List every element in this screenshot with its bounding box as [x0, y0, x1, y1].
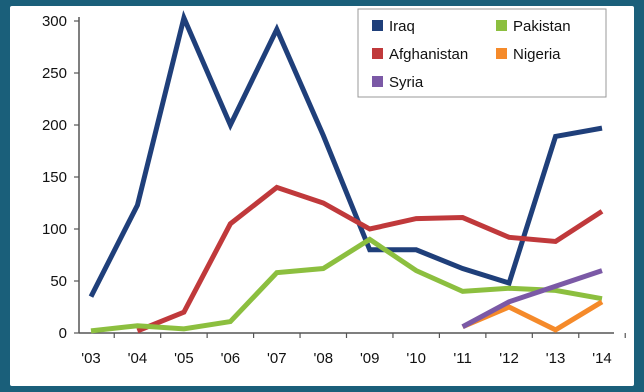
x-tick-label: '07: [267, 350, 287, 367]
x-tick-label: '03: [81, 350, 101, 367]
x-tick-label: '05: [174, 350, 194, 367]
legend: Iraq Afghanistan Pakistan Nigeria Syria: [357, 8, 607, 98]
legend-label-syria: Syria: [389, 74, 424, 91]
x-tick-label: '10: [406, 350, 426, 367]
series-line-pakistan: [90, 236, 603, 334]
y-tick-label: 300: [42, 13, 67, 30]
legend-label-iraq: Iraq: [389, 18, 415, 35]
x-tick-label: '13: [546, 350, 566, 367]
y-tick-label: 200: [42, 117, 67, 134]
x-tick-label: '04: [128, 350, 148, 367]
x-tick-label: '12: [499, 350, 519, 367]
chart-card: 0 50 100 150 200 250 300 '03 '04 '05 '06 '07 '08 '09 '…: [10, 6, 634, 386]
legend-swatch-iraq: [372, 20, 383, 31]
legend-swatch-nigeria: [496, 48, 507, 59]
y-tick-label: 250: [42, 65, 67, 82]
y-tick-label: 0: [59, 325, 67, 342]
legend-label-nigeria: Nigeria: [513, 46, 561, 63]
legend-swatch-afghanistan: [372, 48, 383, 59]
x-tick-label: '11: [453, 350, 471, 367]
legend-label-pakistan: Pakistan: [513, 18, 571, 35]
axes: 0 50 100 150 200 250 300 '03 '04 '05 '06 '07 '08 '09 '…: [42, 13, 626, 367]
legend-box: [357, 8, 607, 98]
x-tick-label: '06: [221, 350, 241, 367]
y-tick-label: 100: [42, 221, 67, 238]
legend-swatch-syria: [372, 76, 383, 87]
legend-swatch-pakistan: [496, 20, 507, 31]
series-line-syria: [461, 268, 603, 329]
x-tick-label: '08: [313, 350, 333, 367]
x-tick-label: '09: [360, 350, 380, 367]
x-tick-label: '14: [592, 350, 612, 367]
y-tick-label: 150: [42, 169, 67, 186]
y-tick-label: 50: [50, 273, 67, 290]
series-lines: [88, 10, 604, 334]
legend-label-afghanistan: Afghanistan: [389, 46, 468, 63]
line-chart: 0 50 100 150 200 250 300 '03 '04 '05 '06 '07 '08 '09 '…: [42, 8, 626, 367]
series-line-iraq: [88, 10, 603, 298]
